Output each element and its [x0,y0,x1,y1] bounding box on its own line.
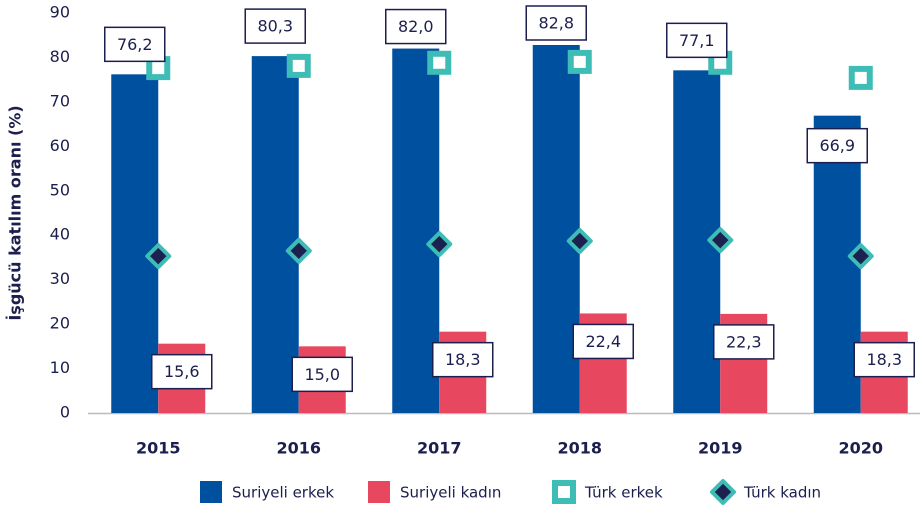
bar [392,48,440,414]
marker-square [286,53,311,78]
value-label: 22,4 [585,332,621,351]
y-axis-label: İşgücü katılım oranı (%) [6,105,25,320]
value-label: 15,6 [164,362,200,381]
value-label: 22,3 [726,332,762,351]
marker-diamond [707,227,734,254]
value-label: 82,0 [398,17,434,36]
value-label-box [525,5,587,41]
value-label-box [432,341,494,378]
x-tick-label: 2018 [557,439,602,458]
value-label-box [151,353,213,390]
legend-swatch [710,479,736,505]
marker-square [848,65,873,90]
x-tick-label: 2015 [136,439,181,458]
marker-diamond [426,231,453,258]
y-tick-label: 30 [50,269,70,288]
marker-diamond [285,237,312,264]
bar [251,56,299,413]
marker-square [567,49,592,74]
y-tick-label: 60 [50,136,70,155]
x-tick-label: 2016 [276,439,321,458]
x-tick-label: 2020 [838,439,883,458]
legend-swatch [200,481,222,503]
value-label-box [244,8,306,44]
value-label: 15,0 [304,365,340,384]
y-tick-label: 70 [50,91,70,110]
value-label: 82,8 [538,14,574,33]
marker-diamond [145,243,172,270]
y-tick-label: 0 [60,403,70,422]
y-tick-label: 90 [50,3,70,22]
value-label-box [853,341,915,378]
value-label: 66,9 [819,136,855,155]
value-label: 80,3 [257,17,293,36]
y-tick-label: 10 [50,358,70,377]
value-label-box [572,323,634,360]
y-tick-label: 20 [50,314,70,333]
bar [111,74,159,413]
bar [813,115,861,414]
marker-diamond [847,243,874,270]
legend-label: Suriyeli kadın [400,484,501,502]
legend-swatch [552,480,576,504]
value-label-box [713,324,775,360]
value-label: 18,3 [445,350,481,369]
value-label-box [291,356,353,393]
value-label-box [806,127,868,164]
y-tick-label: 40 [50,225,70,244]
value-label-box [385,8,447,45]
marker-diamond [566,228,593,254]
value-label-box [666,22,728,59]
legend-swatch [368,481,390,503]
value-label-box [104,26,166,63]
x-tick-label: 2019 [698,439,743,458]
legend-label: Türk kadın [743,484,821,502]
y-tick-label: 80 [50,47,70,66]
value-label: 76,2 [117,35,153,54]
y-tick-label: 50 [50,180,70,199]
legend-label: Türk erkek [584,484,663,502]
value-label: 18,3 [866,350,902,369]
value-label: 77,1 [679,31,715,50]
legend-label: Suriyeli erkek [232,484,334,502]
bar [532,45,580,413]
x-tick-label: 2017 [417,439,462,458]
marker-square [427,50,452,75]
